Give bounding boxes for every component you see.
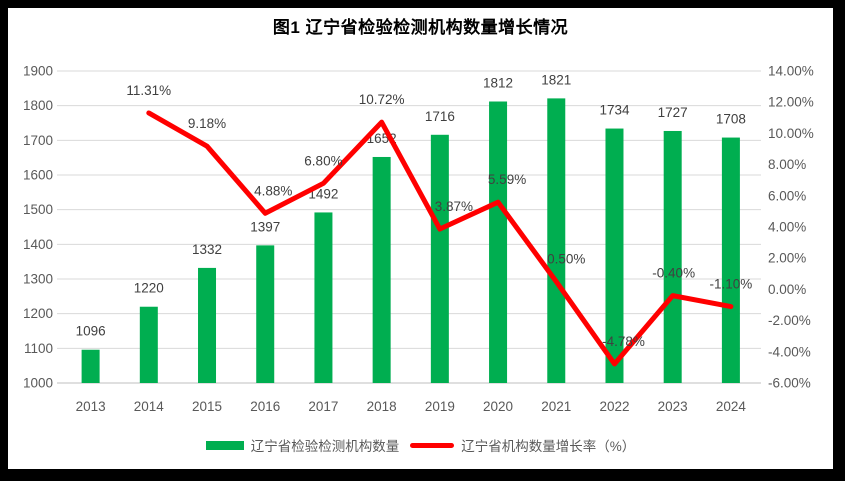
bar — [663, 130, 682, 383]
line-point-label: -4.78% — [602, 334, 645, 349]
bar — [721, 137, 740, 383]
line-point-label: 9.18% — [188, 116, 226, 131]
x-axis-category-label: 2013 — [76, 399, 106, 414]
bar-value-label: 1492 — [308, 186, 338, 201]
x-axis-category-label: 2015 — [192, 399, 222, 414]
bar-value-label: 1708 — [716, 112, 746, 127]
left-axis-tick-label: 1400 — [23, 237, 53, 252]
bar — [314, 212, 333, 383]
line-point-label: 0.50% — [547, 252, 585, 267]
line-point-label: 11.31% — [126, 83, 171, 98]
line-point-label: -1.10% — [710, 277, 753, 292]
legend-bar-label: 辽宁省检验检测机构数量 — [250, 439, 400, 454]
bar — [489, 101, 508, 384]
bar-value-label: 1812 — [483, 76, 513, 91]
x-axis-category-label: 2017 — [308, 399, 338, 414]
bar-value-label: 1727 — [658, 105, 688, 120]
left-axis-tick-label: 1700 — [23, 133, 53, 148]
right-axis-tick-label: 6.00% — [768, 188, 806, 203]
left-axis-tick-label: 1500 — [23, 202, 53, 217]
left-axis-tick-label: 1100 — [24, 341, 53, 356]
x-axis-category-label: 2024 — [716, 399, 747, 414]
right-axis-tick-label: 2.00% — [768, 251, 806, 266]
left-axis-tick-label: 1600 — [23, 168, 53, 183]
line-point-label: -0.40% — [652, 266, 695, 281]
bar — [256, 245, 275, 383]
line-point-label: 3.87% — [435, 199, 473, 214]
legend-line-swatch-icon — [410, 442, 455, 448]
x-axis-category-label: 2023 — [658, 399, 688, 414]
bar-value-label: 1096 — [76, 324, 106, 339]
x-axis-category-label: 2016 — [250, 399, 280, 414]
line-point-label: 5.59% — [488, 172, 526, 187]
x-axis-category-label: 2019 — [425, 399, 455, 414]
right-axis-tick-label: 4.00% — [768, 220, 806, 235]
right-axis-tick-label: -6.00% — [768, 376, 811, 391]
bar — [372, 156, 391, 383]
right-axis-tick-label: -4.00% — [768, 344, 811, 359]
bar-value-label: 1397 — [250, 219, 280, 234]
legend-bar-swatch-icon — [205, 440, 244, 450]
bar — [81, 349, 100, 383]
chart-title: 图1 辽宁省检验检测机构数量增长情况 — [272, 18, 569, 37]
x-axis-category-label: 2014 — [134, 399, 165, 414]
bar — [547, 98, 566, 384]
line-point-label: 4.88% — [254, 183, 292, 198]
line-point-label: 10.72% — [359, 92, 405, 107]
right-axis-tick-label: -2.00% — [768, 313, 811, 328]
right-axis-tick-label: 12.00% — [768, 95, 814, 110]
line-point-label: 6.80% — [304, 153, 342, 168]
bar-value-label: 1734 — [599, 103, 630, 118]
bar-value-label: 1716 — [425, 109, 455, 124]
left-axis-tick-label: 1000 — [23, 376, 53, 391]
bar-value-label: 1220 — [134, 281, 164, 296]
combo-chart: 1000 1100 1200 1300 1400 1500 1600 1700 1800 1900… — [23, 64, 814, 415]
bar-value-label: 1821 — [541, 72, 571, 87]
bar — [139, 306, 158, 383]
bar-value-label: 1332 — [192, 242, 222, 257]
bar — [605, 128, 624, 383]
left-axis-tick-label: 1200 — [23, 306, 53, 321]
right-axis-tick-label: 14.00% — [768, 64, 814, 79]
bar — [198, 267, 217, 383]
x-axis-category-label: 2021 — [541, 399, 571, 414]
left-axis-tick-label: 1900 — [23, 64, 53, 79]
x-axis-category-label: 2018 — [367, 399, 397, 414]
growth-line — [146, 110, 734, 367]
chart-canvas: 图1 辽宁省检验检测机构数量增长情况 1000 1100 1200 1300 1400 1… — [8, 8, 833, 469]
left-axis-tick-label: 1300 — [23, 272, 53, 287]
bar — [430, 134, 449, 383]
right-axis-tick-label: 0.00% — [768, 282, 806, 297]
left-axis-tick-label: 1800 — [23, 98, 53, 113]
right-axis-tick-label: 8.00% — [768, 157, 806, 172]
right-axis-tick-label: 10.00% — [768, 126, 814, 141]
x-axis-category-label: 2020 — [483, 399, 513, 414]
legend-line-label: 辽宁省机构数量增长率（%） — [461, 439, 636, 454]
x-axis-category-label: 2022 — [599, 399, 629, 414]
legend: 辽宁省检验检测机构数量 辽宁省机构数量增长率（%） — [8, 436, 833, 454]
